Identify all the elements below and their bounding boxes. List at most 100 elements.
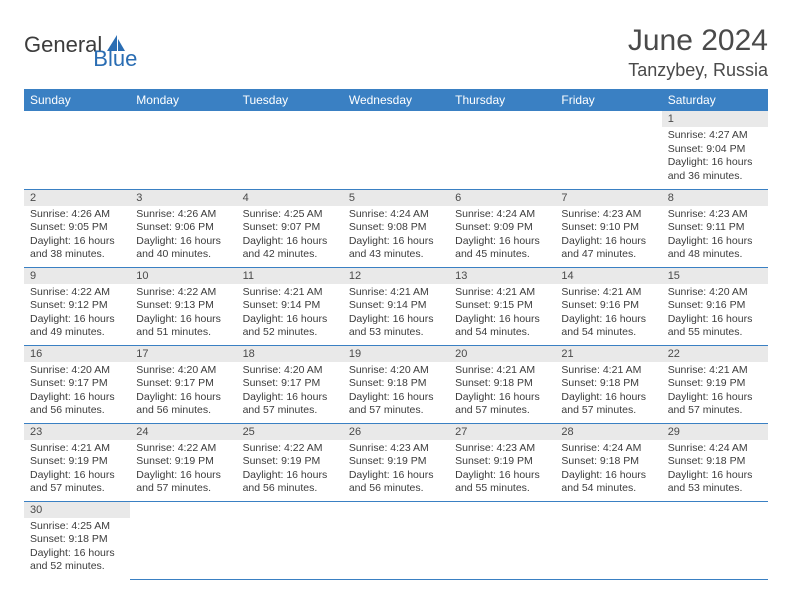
- calendar-cell: [24, 111, 130, 189]
- day-number: 7: [555, 190, 661, 206]
- daylight-text: Daylight: 16 hours and 57 minutes.: [455, 391, 549, 418]
- sunset-text: Sunset: 9:18 PM: [349, 377, 443, 391]
- sunrise-text: Sunrise: 4:21 AM: [455, 286, 549, 300]
- day-number: 21: [555, 346, 661, 362]
- daylight-text: Daylight: 16 hours and 53 minutes.: [668, 469, 762, 496]
- daylight-text: Daylight: 16 hours and 55 minutes.: [668, 313, 762, 340]
- day-number: 11: [237, 268, 343, 284]
- calendar-cell: [343, 111, 449, 189]
- sunset-text: Sunset: 9:17 PM: [30, 377, 124, 391]
- sunset-text: Sunset: 9:18 PM: [668, 455, 762, 469]
- calendar-cell: 21Sunrise: 4:21 AMSunset: 9:18 PMDayligh…: [555, 345, 661, 423]
- sunset-text: Sunset: 9:18 PM: [30, 533, 124, 547]
- col-saturday: Saturday: [662, 89, 768, 111]
- sunset-text: Sunset: 9:16 PM: [668, 299, 762, 313]
- sunset-text: Sunset: 9:17 PM: [136, 377, 230, 391]
- col-monday: Monday: [130, 89, 236, 111]
- day-details: Sunrise: 4:21 AMSunset: 9:15 PMDaylight:…: [449, 284, 555, 345]
- sunrise-text: Sunrise: 4:25 AM: [30, 520, 124, 534]
- sunset-text: Sunset: 9:17 PM: [243, 377, 337, 391]
- sunrise-text: Sunrise: 4:23 AM: [561, 208, 655, 222]
- calendar-cell: 2Sunrise: 4:26 AMSunset: 9:05 PMDaylight…: [24, 189, 130, 267]
- calendar-cell: [130, 111, 236, 189]
- sunrise-text: Sunrise: 4:20 AM: [668, 286, 762, 300]
- day-details: Sunrise: 4:21 AMSunset: 9:14 PMDaylight:…: [237, 284, 343, 345]
- sunset-text: Sunset: 9:15 PM: [455, 299, 549, 313]
- day-number: 8: [662, 190, 768, 206]
- sunrise-text: Sunrise: 4:27 AM: [668, 129, 762, 143]
- daylight-text: Daylight: 16 hours and 54 minutes.: [561, 469, 655, 496]
- sunrise-text: Sunrise: 4:26 AM: [136, 208, 230, 222]
- day-details: Sunrise: 4:24 AMSunset: 9:18 PMDaylight:…: [555, 440, 661, 501]
- calendar-cell: 15Sunrise: 4:20 AMSunset: 9:16 PMDayligh…: [662, 267, 768, 345]
- day-details: Sunrise: 4:23 AMSunset: 9:10 PMDaylight:…: [555, 206, 661, 267]
- day-number: 2: [24, 190, 130, 206]
- daylight-text: Daylight: 16 hours and 55 minutes.: [455, 469, 549, 496]
- daylight-text: Daylight: 16 hours and 54 minutes.: [455, 313, 549, 340]
- daylight-text: Daylight: 16 hours and 56 minutes.: [349, 469, 443, 496]
- day-details: Sunrise: 4:20 AMSunset: 9:16 PMDaylight:…: [662, 284, 768, 345]
- sunrise-text: Sunrise: 4:20 AM: [349, 364, 443, 378]
- sunrise-text: Sunrise: 4:24 AM: [668, 442, 762, 456]
- col-friday: Friday: [555, 89, 661, 111]
- daylight-text: Daylight: 16 hours and 57 minutes.: [349, 391, 443, 418]
- daylight-text: Daylight: 16 hours and 51 minutes.: [136, 313, 230, 340]
- calendar-cell: [449, 501, 555, 579]
- col-wednesday: Wednesday: [343, 89, 449, 111]
- day-number: 16: [24, 346, 130, 362]
- sunset-text: Sunset: 9:19 PM: [136, 455, 230, 469]
- calendar-cell: 30Sunrise: 4:25 AMSunset: 9:18 PMDayligh…: [24, 501, 130, 579]
- sunrise-text: Sunrise: 4:22 AM: [30, 286, 124, 300]
- sunset-text: Sunset: 9:16 PM: [561, 299, 655, 313]
- daylight-text: Daylight: 16 hours and 52 minutes.: [243, 313, 337, 340]
- day-number: 17: [130, 346, 236, 362]
- sunrise-text: Sunrise: 4:21 AM: [30, 442, 124, 456]
- sunset-text: Sunset: 9:08 PM: [349, 221, 443, 235]
- daylight-text: Daylight: 16 hours and 54 minutes.: [561, 313, 655, 340]
- day-details: Sunrise: 4:22 AMSunset: 9:12 PMDaylight:…: [24, 284, 130, 345]
- calendar-cell: 11Sunrise: 4:21 AMSunset: 9:14 PMDayligh…: [237, 267, 343, 345]
- sunrise-text: Sunrise: 4:21 AM: [243, 286, 337, 300]
- calendar-cell: 25Sunrise: 4:22 AMSunset: 9:19 PMDayligh…: [237, 423, 343, 501]
- daylight-text: Daylight: 16 hours and 38 minutes.: [30, 235, 124, 262]
- daylight-text: Daylight: 16 hours and 42 minutes.: [243, 235, 337, 262]
- calendar-cell: [555, 501, 661, 579]
- day-number: 20: [449, 346, 555, 362]
- sunset-text: Sunset: 9:12 PM: [30, 299, 124, 313]
- calendar-cell: 7Sunrise: 4:23 AMSunset: 9:10 PMDaylight…: [555, 189, 661, 267]
- sunrise-text: Sunrise: 4:23 AM: [349, 442, 443, 456]
- calendar-cell: 10Sunrise: 4:22 AMSunset: 9:13 PMDayligh…: [130, 267, 236, 345]
- daylight-text: Daylight: 16 hours and 43 minutes.: [349, 235, 443, 262]
- calendar-cell: 27Sunrise: 4:23 AMSunset: 9:19 PMDayligh…: [449, 423, 555, 501]
- calendar-cell: 9Sunrise: 4:22 AMSunset: 9:12 PMDaylight…: [24, 267, 130, 345]
- calendar-week: 30Sunrise: 4:25 AMSunset: 9:18 PMDayligh…: [24, 501, 768, 579]
- calendar-cell: 22Sunrise: 4:21 AMSunset: 9:19 PMDayligh…: [662, 345, 768, 423]
- day-number: 22: [662, 346, 768, 362]
- sunrise-text: Sunrise: 4:24 AM: [349, 208, 443, 222]
- brand-logo: General Blue: [24, 24, 171, 58]
- sunrise-text: Sunrise: 4:21 AM: [561, 364, 655, 378]
- sunset-text: Sunset: 9:18 PM: [561, 377, 655, 391]
- day-details: Sunrise: 4:20 AMSunset: 9:17 PMDaylight:…: [24, 362, 130, 423]
- day-number: 24: [130, 424, 236, 440]
- calendar-cell: [130, 501, 236, 579]
- day-number: 12: [343, 268, 449, 284]
- day-number: 23: [24, 424, 130, 440]
- sunrise-text: Sunrise: 4:20 AM: [243, 364, 337, 378]
- sunrise-text: Sunrise: 4:23 AM: [668, 208, 762, 222]
- day-details: Sunrise: 4:22 AMSunset: 9:19 PMDaylight:…: [237, 440, 343, 501]
- day-details: Sunrise: 4:21 AMSunset: 9:16 PMDaylight:…: [555, 284, 661, 345]
- calendar-cell: 14Sunrise: 4:21 AMSunset: 9:16 PMDayligh…: [555, 267, 661, 345]
- daylight-text: Daylight: 16 hours and 49 minutes.: [30, 313, 124, 340]
- calendar-cell: [343, 501, 449, 579]
- daylight-text: Daylight: 16 hours and 48 minutes.: [668, 235, 762, 262]
- day-details: Sunrise: 4:24 AMSunset: 9:18 PMDaylight:…: [662, 440, 768, 501]
- sunset-text: Sunset: 9:11 PM: [668, 221, 762, 235]
- day-details: Sunrise: 4:22 AMSunset: 9:13 PMDaylight:…: [130, 284, 236, 345]
- day-number: 28: [555, 424, 661, 440]
- calendar-week: 2Sunrise: 4:26 AMSunset: 9:05 PMDaylight…: [24, 189, 768, 267]
- sunrise-text: Sunrise: 4:22 AM: [136, 286, 230, 300]
- sunset-text: Sunset: 9:19 PM: [455, 455, 549, 469]
- sunrise-text: Sunrise: 4:20 AM: [30, 364, 124, 378]
- calendar-week: 9Sunrise: 4:22 AMSunset: 9:12 PMDaylight…: [24, 267, 768, 345]
